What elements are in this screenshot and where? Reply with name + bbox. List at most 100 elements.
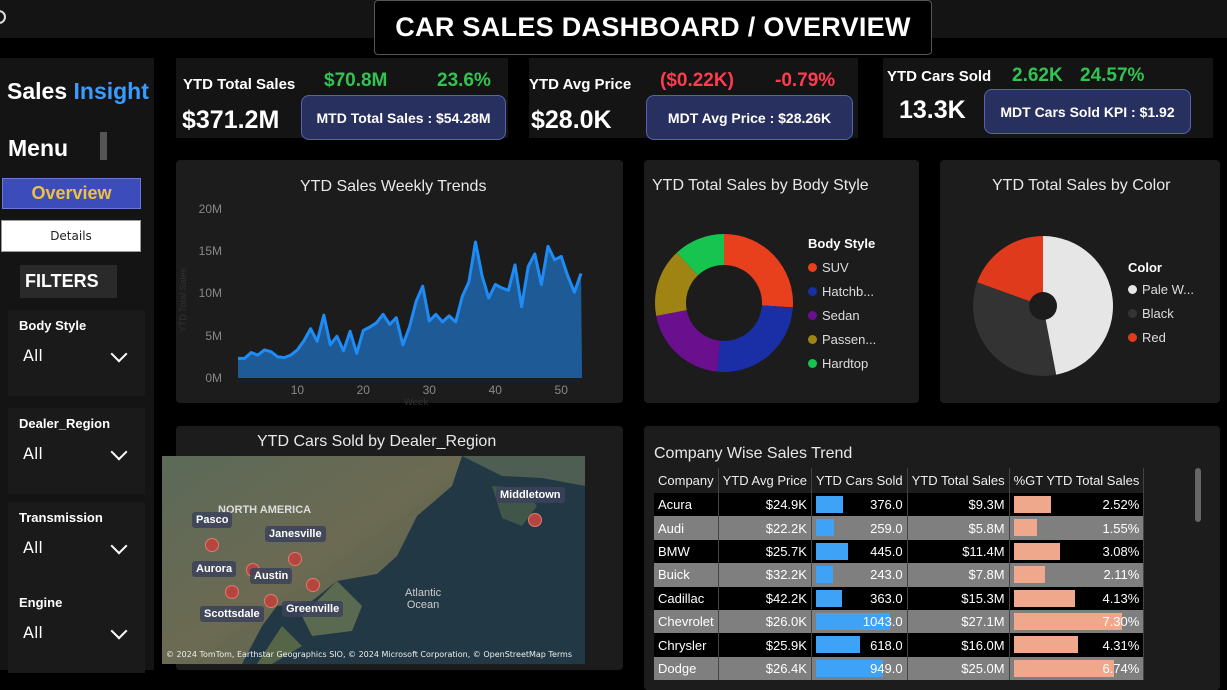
weekly-trend-card: YTD Sales Weekly Trends YTD Total Sales … [176, 160, 623, 403]
cars-sold-bar [815, 542, 848, 560]
table-row[interactable]: Chrysler $25.9K 618.0 $16.0M 4.31% [654, 633, 1145, 657]
dealer-region-map[interactable]: NORTH AMERICA Atlantic Ocean Pasco Janesv… [162, 456, 585, 664]
slice-hardtop[interactable] [676, 234, 724, 276]
body-style-legend: Body Style SUV Hatchb... Sedan Passen...… [808, 236, 876, 375]
cell-total-sales: $9.3M [907, 493, 1010, 517]
x-tick-label: 40 [489, 383, 503, 397]
legend-item[interactable]: Sedan [808, 303, 876, 327]
pct-value: 7.30% [1102, 614, 1140, 630]
legend-dot [808, 262, 817, 272]
y-tick-label: 5M [205, 329, 222, 343]
filter-body-style[interactable]: Body Style All [8, 310, 145, 396]
filter-dealer-region[interactable]: Dealer_Region All [8, 408, 145, 494]
map-bubble[interactable] [225, 585, 239, 599]
menu-toggle[interactable] [100, 132, 107, 160]
col-header[interactable]: YTD Cars Sold [811, 468, 908, 493]
col-header[interactable]: YTD Avg Price [718, 468, 812, 493]
color-card: YTD Total Sales by Color Color Pale W...… [940, 160, 1220, 403]
slice-sedan[interactable] [656, 310, 721, 372]
slice-suv[interactable] [724, 234, 793, 308]
cell-cars-sold: 949.0 [811, 656, 908, 681]
cell-company: Cadillac [654, 586, 719, 610]
legend-dot [808, 286, 817, 296]
map-bubble[interactable] [528, 513, 542, 527]
weekly-trend-title: YTD Sales Weekly Trends [300, 178, 487, 195]
map-bubble[interactable] [205, 538, 219, 552]
pct-value: 4.13% [1102, 590, 1140, 606]
table-row[interactable]: Cadillac $42.2K 363.0 $15.3M 4.13% [654, 586, 1145, 610]
slice-pale-white[interactable] [1043, 236, 1113, 375]
table-row[interactable]: BMW $25.7K 445.0 $11.4M 3.08% [654, 539, 1145, 564]
details-button[interactable]: Details [1, 220, 141, 252]
chevron-down-icon[interactable] [110, 537, 128, 555]
legend-label: Sedan [822, 307, 860, 323]
kpi-cars-sold: YTD Cars Sold 2.62K 24.57% 13.3K MDT Car… [883, 58, 1213, 138]
cars-sold-bar [815, 612, 890, 630]
body-style-title: YTD Total Sales by Body Style [652, 177, 869, 194]
chevron-down-icon[interactable] [110, 622, 128, 640]
cell-total-sales: $27.1M [907, 609, 1010, 634]
table-row[interactable]: Chevrolet $26.0K 1043.0 $27.1M 7.30% [654, 609, 1145, 634]
table-scrollbar[interactable] [1195, 468, 1201, 522]
legend-item[interactable]: Black [1128, 301, 1194, 325]
col-header[interactable]: %GT YTD Total Sales [1009, 468, 1145, 493]
overview-button[interactable]: Overview [2, 178, 141, 209]
slice-red[interactable] [977, 236, 1043, 306]
kpi-mtd-value: ($0.22K) [660, 70, 734, 91]
cell-cars-sold: 243.0 [811, 563, 908, 587]
filter-transmission[interactable]: Transmission All [8, 502, 145, 588]
table-row[interactable]: Audi $22.2K 259.0 $5.8M 1.55% [654, 516, 1145, 540]
filters-heading: FILTERS [20, 265, 117, 298]
brand-part2: Insight [73, 78, 149, 104]
company-title: Company Wise Sales Trend [654, 445, 853, 462]
table-row[interactable]: Acura $24.9K 376.0 $9.3M 2.52% [654, 493, 1145, 517]
pct-bar [1013, 566, 1045, 584]
slice-passenger[interactable] [655, 252, 698, 316]
cell-pct-gt: 1.55% [1009, 516, 1145, 540]
legend-item[interactable]: Hatchb... [808, 279, 876, 303]
cell-company: Acura [654, 493, 719, 517]
legend-label: Hardtop [822, 355, 869, 371]
legend-item[interactable]: Pale W... [1128, 277, 1194, 301]
cell-total-sales: $11.4M [907, 539, 1010, 564]
legend-item[interactable]: Red [1128, 325, 1194, 349]
legend-item[interactable]: Passen... [808, 327, 876, 351]
legend-item[interactable]: Hardtop [808, 351, 876, 375]
filter-label: Transmission [19, 510, 103, 525]
table-row[interactable]: Buick $32.2K 243.0 $7.8M 2.11% [654, 563, 1145, 587]
col-header[interactable]: YTD Total Sales [907, 468, 1010, 493]
legend-dot [808, 334, 817, 344]
cell-avg-price: $22.2K [718, 516, 812, 540]
cell-cars-sold: 376.0 [811, 493, 908, 517]
trend-area [238, 242, 582, 378]
filter-value: All [23, 346, 43, 365]
cell-avg-price: $25.7K [718, 539, 812, 564]
pct-bar [1013, 496, 1051, 513]
map-city-label: Janesville [265, 526, 326, 542]
filter-engine[interactable]: Engine All [8, 587, 145, 673]
map-bubble[interactable] [264, 594, 278, 608]
table-row[interactable]: Dodge $26.4K 949.0 $25.0M 6.74% [654, 656, 1145, 681]
filter-value: All [23, 623, 43, 642]
map-region-label: NORTH AMERICA [218, 504, 312, 516]
cell-total-sales: $5.8M [907, 516, 1010, 540]
map-bubble[interactable] [288, 552, 302, 566]
cars-sold-bar [815, 659, 883, 677]
brand: Sales Insight [7, 78, 149, 105]
cell-company: Buick [654, 563, 719, 587]
x-tick-label: 30 [423, 383, 437, 397]
map-bubble[interactable] [306, 578, 320, 592]
cell-avg-price: $32.2K [718, 563, 812, 587]
col-header[interactable]: Company [654, 468, 719, 493]
slice-hatchback[interactable] [717, 305, 793, 372]
pct-value: 2.11% [1103, 567, 1140, 583]
filter-value: All [23, 444, 43, 463]
chevron-down-icon[interactable] [110, 345, 128, 363]
cell-avg-price: $25.9K [718, 633, 812, 657]
cell-cars-sold: 618.0 [811, 633, 908, 657]
legend-item[interactable]: SUV [808, 255, 876, 279]
kpi-label: YTD Avg Price [529, 76, 632, 93]
legend-dot [1128, 332, 1137, 342]
chevron-down-icon[interactable] [110, 443, 128, 461]
cars-sold-value: 949.0 [870, 660, 903, 676]
